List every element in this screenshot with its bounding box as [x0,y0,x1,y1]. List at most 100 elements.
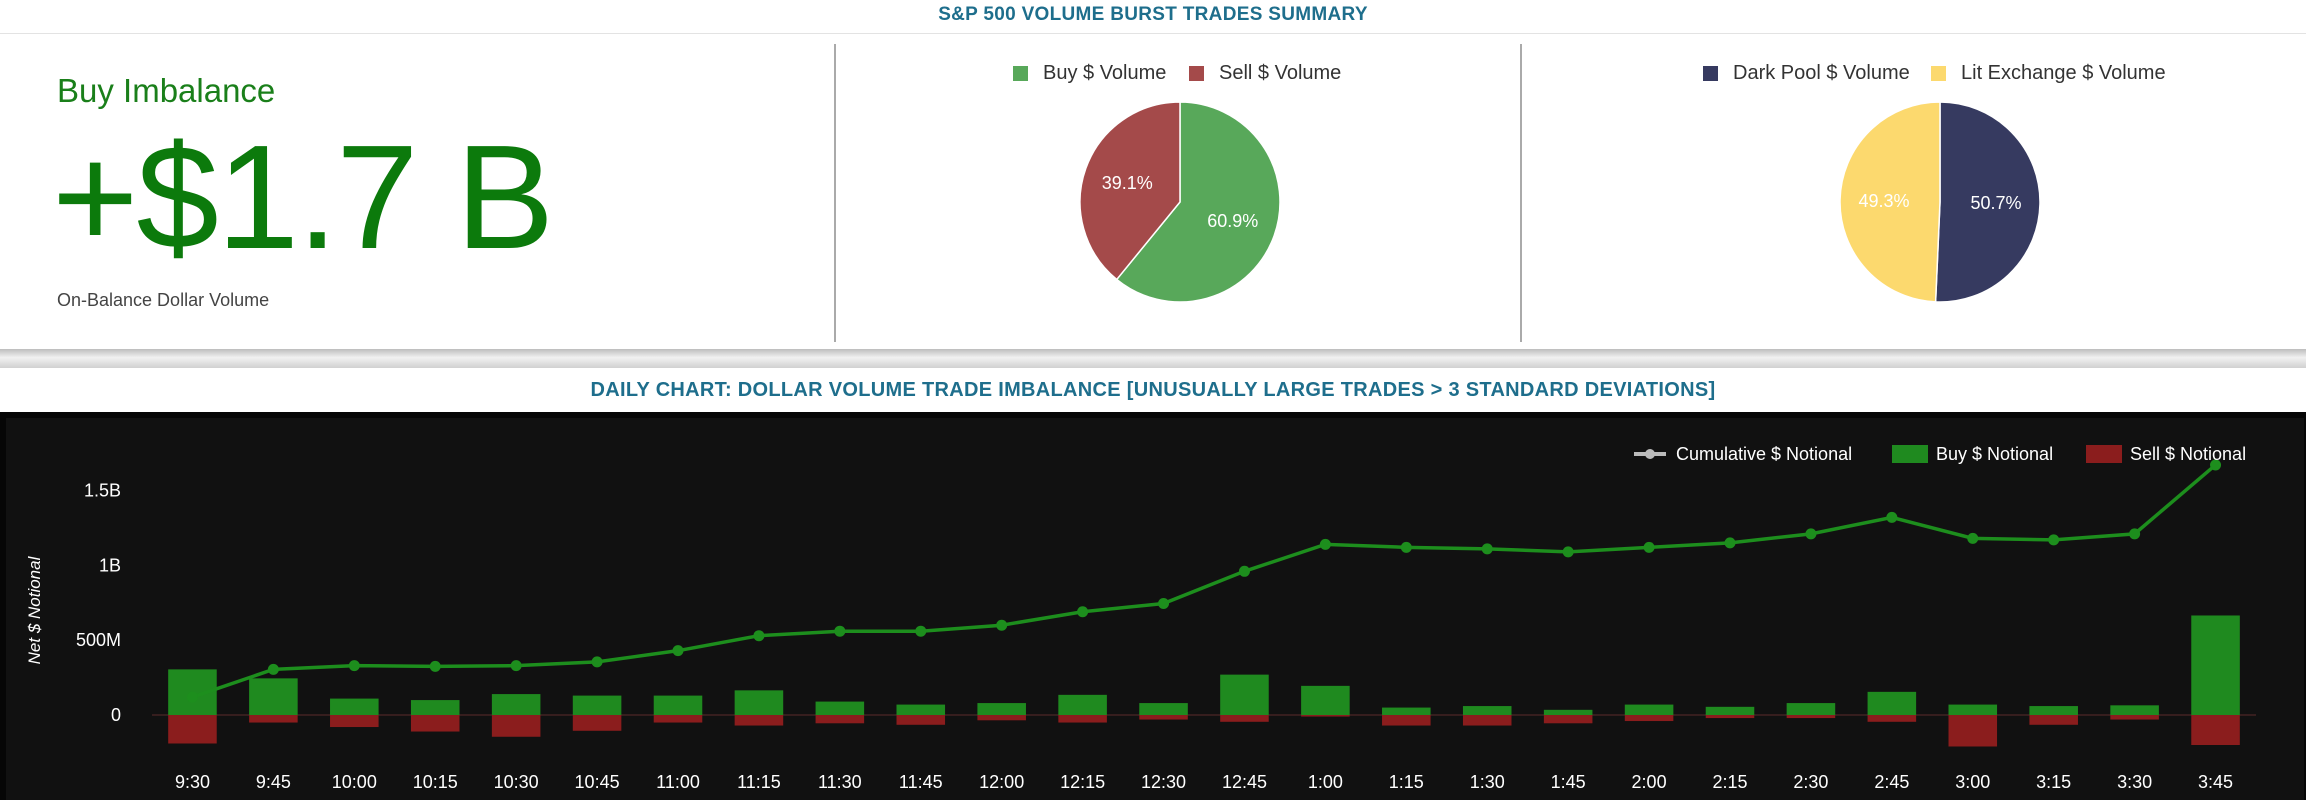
buy-bar[interactable] [1705,706,1755,716]
cumulative-point[interactable] [267,663,279,675]
buy-bar[interactable] [1139,703,1188,716]
cumulative-point[interactable] [1481,543,1493,555]
legend-buy-volume[interactable]: Buy $ Volume [1013,62,1166,85]
buy-bar[interactable] [491,694,541,716]
sell-bar[interactable] [815,715,865,724]
sell-bar[interactable] [1543,715,1593,724]
cumulative-point[interactable] [1562,546,1574,558]
x-tick-label: 2:30 [1793,772,1828,792]
buy-bar[interactable] [896,704,946,716]
buy-bar[interactable] [249,678,298,716]
sell-bar[interactable] [1624,715,1674,722]
sell-bar[interactable] [249,715,298,723]
sell-bar[interactable] [1058,715,1107,723]
legend-lit-exchange[interactable]: Lit Exchange $ Volume [1931,62,2166,85]
buy-bar[interactable] [653,695,703,716]
x-tick-label: 9:30 [175,772,210,792]
cumulative-point[interactable] [915,625,927,637]
buy-bar[interactable] [815,701,865,716]
sell-bar[interactable] [2029,715,2078,725]
sell-bar[interactable] [896,715,946,725]
legend-buy-notional[interactable]: Buy $ Notional [1936,444,2053,464]
buy-bar[interactable] [2110,705,2159,716]
sell-bar[interactable] [734,715,784,726]
cumulative-point[interactable] [429,660,441,672]
sell-bar[interactable] [1382,715,1431,726]
cumulative-point[interactable] [1319,538,1331,550]
cumulative-point[interactable] [2129,528,2141,540]
sell-bar[interactable] [1301,715,1350,717]
kpi-label: Buy Imbalance [57,72,276,109]
buy-bar[interactable] [2191,615,2240,716]
sell-bar[interactable] [1786,715,1836,719]
cumulative-point[interactable] [1805,528,1817,540]
buy-bar[interactable] [1301,685,1350,716]
legend-swatch-lit [1931,66,1946,81]
buy-bar[interactable] [977,703,1026,716]
buy-sell-pie-slice-0[interactable] [1115,101,1281,303]
buy-sell-pie-slice-label: 39.1% [1102,173,1153,193]
sell-bar[interactable] [653,715,703,723]
cumulative-point[interactable] [1238,565,1250,577]
venue-pie-slice-0[interactable] [1934,101,2041,303]
buy-bar[interactable] [1543,709,1593,716]
x-tick-label: 11:00 [656,772,700,792]
cumulative-point[interactable] [1158,597,1170,609]
imbalance-bar-chart: 0 500M 1B 1.5B Net $ Notional 9:30 9:45 10:00 10… [25,444,2256,792]
legend-sell-notional[interactable]: Sell $ Notional [2130,444,2246,464]
sell-bar[interactable] [330,715,379,728]
sell-bar[interactable] [410,715,460,732]
sell-bar[interactable] [1139,715,1188,720]
cumulative-point[interactable] [996,619,1008,631]
sell-bar[interactable] [1220,715,1269,722]
cumulative-point[interactable] [2210,459,2222,471]
summary-panels: Buy Imbalance +$1.7 B On-Balance Dollar … [0,34,2306,349]
cumulative-point[interactable] [1400,541,1412,553]
sell-bar[interactable] [2110,715,2159,720]
legend-cumulative[interactable]: Cumulative $ Notional [1676,444,1852,464]
buy-bar[interactable] [1867,691,1917,716]
buy-bar[interactable] [1786,703,1836,716]
cumulative-point[interactable] [510,660,522,672]
summary-title: S&P 500 VOLUME BURST TRADES SUMMARY [0,0,2306,34]
buy-bar[interactable] [1624,704,1674,716]
cumulative-point[interactable] [672,645,684,657]
cumulative-point[interactable] [753,630,765,642]
venue-pie-slice-1[interactable] [1839,101,1941,303]
sell-bar[interactable] [1705,715,1755,719]
legend-sell-volume[interactable]: Sell $ Volume [1189,62,1341,85]
cumulative-point[interactable] [591,656,603,668]
buy-bar[interactable] [1220,674,1269,716]
buy-bar[interactable] [330,698,379,716]
buy-bar[interactable] [1462,706,1512,716]
cumulative-point[interactable] [834,625,846,637]
buy-bar[interactable] [734,690,784,716]
sell-bar[interactable] [1867,715,1917,722]
buy-sell-pie-chart: 60.9% 39.1% [1079,101,1281,303]
buy-bar[interactable] [1058,694,1107,716]
buy-bar[interactable] [1382,707,1431,716]
cumulative-point[interactable] [1724,537,1736,549]
cumulative-point[interactable] [1967,532,1979,544]
sell-bar[interactable] [2191,715,2240,746]
buy-bar[interactable] [572,695,622,716]
legend-dark-pool[interactable]: Dark Pool $ Volume [1703,62,1910,85]
cumulative-point[interactable] [186,691,198,703]
x-tick-label: 2:15 [1712,772,1747,792]
sell-bar[interactable] [977,715,1026,721]
buy-bar[interactable] [410,700,460,716]
sell-bar[interactable] [168,715,217,744]
sell-bar[interactable] [1462,715,1512,726]
buy-bar[interactable] [2029,706,2078,716]
sell-bar[interactable] [491,715,541,737]
cumulative-point[interactable] [2048,534,2060,546]
cumulative-point[interactable] [1077,606,1089,618]
buy-bar[interactable] [1948,704,1998,716]
y-tick-label: 0 [111,705,121,725]
sell-bar[interactable] [572,715,622,731]
cumulative-point[interactable] [1643,541,1655,553]
buy-sell-pie-slice-1[interactable] [1079,101,1181,281]
sell-bar[interactable] [1948,715,1998,747]
cumulative-point[interactable] [1886,511,1898,523]
cumulative-point[interactable] [348,660,360,672]
